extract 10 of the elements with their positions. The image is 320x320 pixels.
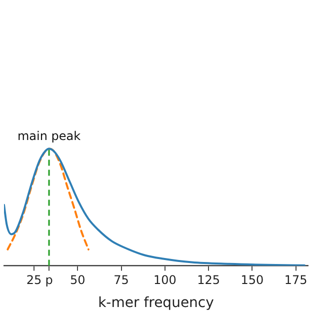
x-tick-label: 75 [114,273,129,288]
annotation: main peak [17,128,81,143]
x-tick-label: 150 [240,273,264,288]
x-tick-label: p [45,273,53,288]
x-tick-label: 25 [26,273,42,288]
x-tick-label: 125 [197,273,220,288]
x-axis-title: k-mer frequency [98,295,214,312]
x-tick-label: 50 [70,273,86,288]
x-tick-label: 100 [153,273,176,288]
x-tick-label: 175 [284,273,308,288]
